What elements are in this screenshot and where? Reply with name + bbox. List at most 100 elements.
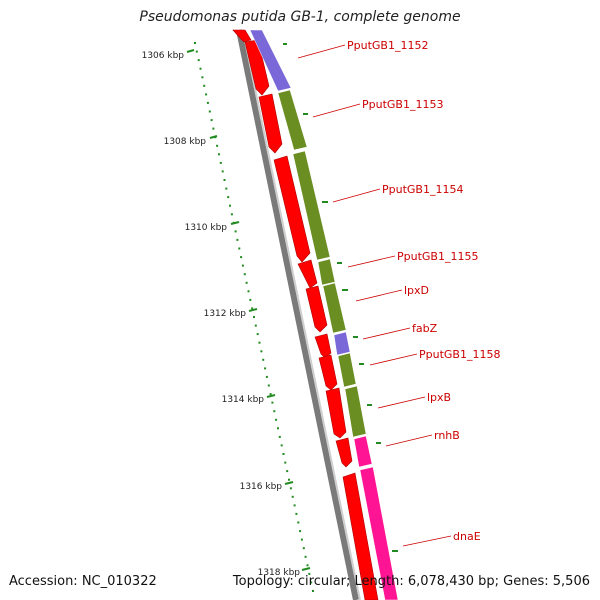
ruler-dot [221,170,224,173]
cog-segment-pink [353,435,373,468]
ruler-dot [212,127,215,130]
tick-1316: 1316 kbp [240,481,294,492]
ruler-dot [295,512,298,515]
ruler-dot [234,230,237,233]
cds-arrow [273,155,311,263]
ruler-dot [306,564,309,567]
ruler-dot [238,247,241,250]
cds-strand [232,29,379,600]
cog-segment-purple [249,29,292,92]
cds-arrow [305,285,328,333]
cds-arrow [318,354,338,391]
ruler-dot [253,316,255,318]
ruler-dot [302,547,305,550]
ruler-dot [208,110,211,113]
ruler-dot [275,418,278,421]
gene-labels: PputGB1_1152 PputGB1_1153 PputGB1_1154 P… [297,39,500,547]
cds-arrow [325,387,347,439]
cog-strand [249,29,399,600]
ruler-dot [256,333,259,336]
ruler-dot [254,324,257,327]
ruler-dots [194,42,314,592]
ruler-dot [308,572,311,575]
ruler-dot [291,495,294,498]
gene-label-lpxb: lpxB [427,391,451,404]
gene-label-dnae: dnaE [453,530,481,543]
ruler-dot [225,187,228,190]
ruler-dot [293,504,296,507]
ruler-dot [219,161,222,164]
cog-segment-olive [277,89,308,151]
ruler-dot [194,42,196,44]
tick-label: 1314 kbp [222,395,265,405]
gene-label-pputgb1-1153: PputGB1_1153 [362,98,443,111]
tick-1312: 1312 kbp [204,308,258,319]
ruler-dot [304,555,307,558]
ruler-dot [282,453,285,455]
genome-summary-text: Topology: circular; Length: 6,078,430 bp… [232,574,590,589]
cog-segment-olive [344,385,367,438]
gene-label-pputgb1-1158: PputGB1_1158 [419,348,500,361]
tick-1306: 1306 kbp [142,49,195,61]
ruler-dot [247,290,250,293]
ruler-dot [243,273,246,276]
gene-label-rnhb: rnhB [434,429,460,442]
gene-label-lpxd: lpxD [404,284,429,297]
ruler-dot [229,204,231,207]
ruler-dot [262,358,265,361]
ruler-dot [206,101,209,104]
gene-label-pputgb1-1154: PputGB1_1154 [382,183,463,196]
tick-label: 1308 kbp [164,137,207,147]
ruler-dot [245,281,248,284]
ruler-dot [288,478,290,481]
ruler-dot [271,401,274,404]
ruler-dot [300,538,303,541]
cds-arrow [335,437,353,468]
ruler-dot [203,84,206,87]
cds-arrow [314,333,332,359]
ruler-dot [197,59,200,62]
ruler-dot [280,444,283,447]
ruler-dot [201,76,204,79]
cds-arrow [232,29,252,43]
ruler-dot [227,196,230,199]
ruler-dot [297,521,300,524]
ruler-dot [218,153,220,156]
cog-segment-olive [337,352,357,388]
ruler-dot [284,461,287,464]
ruler-dot [264,367,267,370]
tick-1310: 1310 kbp [185,221,240,233]
ruler-dot [210,119,213,122]
ruler-dot [267,384,270,387]
ruler-dot [278,435,281,438]
cds-arrow [297,259,318,289]
ruler-dot [195,50,198,53]
ruler-dot [251,307,254,310]
gene-label-fabz: fabZ [412,322,438,335]
ruler-dot [223,179,226,181]
ruler-dot [240,256,243,259]
cog-segment-olive [322,282,347,334]
tick-label: 1312 kbp [204,309,247,319]
ruler-dot [289,487,292,490]
ruler-dot [273,410,276,413]
tick-1308: 1308 kbp [164,135,218,147]
cog-segment-olive [292,150,331,261]
tick-label: 1316 kbp [240,482,283,492]
cog-segment-purple [333,331,351,356]
right-tick-marks [283,43,398,552]
ruler-dot [236,238,239,241]
ruler-dot [277,427,279,430]
ruler-dot [269,393,272,396]
ruler-dot [286,470,289,473]
tick-1314: 1314 kbp [222,394,276,405]
accession-text: Accession: NC_010322 [9,574,157,589]
ruler-dot [260,350,263,353]
ruler-dot [199,67,202,70]
cog-segment-pink [359,466,399,600]
ruler-dot [312,590,314,592]
cds-arrow [342,472,379,600]
ruler-dot [265,375,268,378]
tick-label: 1318 kbp [258,568,301,578]
ruler-dot [241,264,244,267]
